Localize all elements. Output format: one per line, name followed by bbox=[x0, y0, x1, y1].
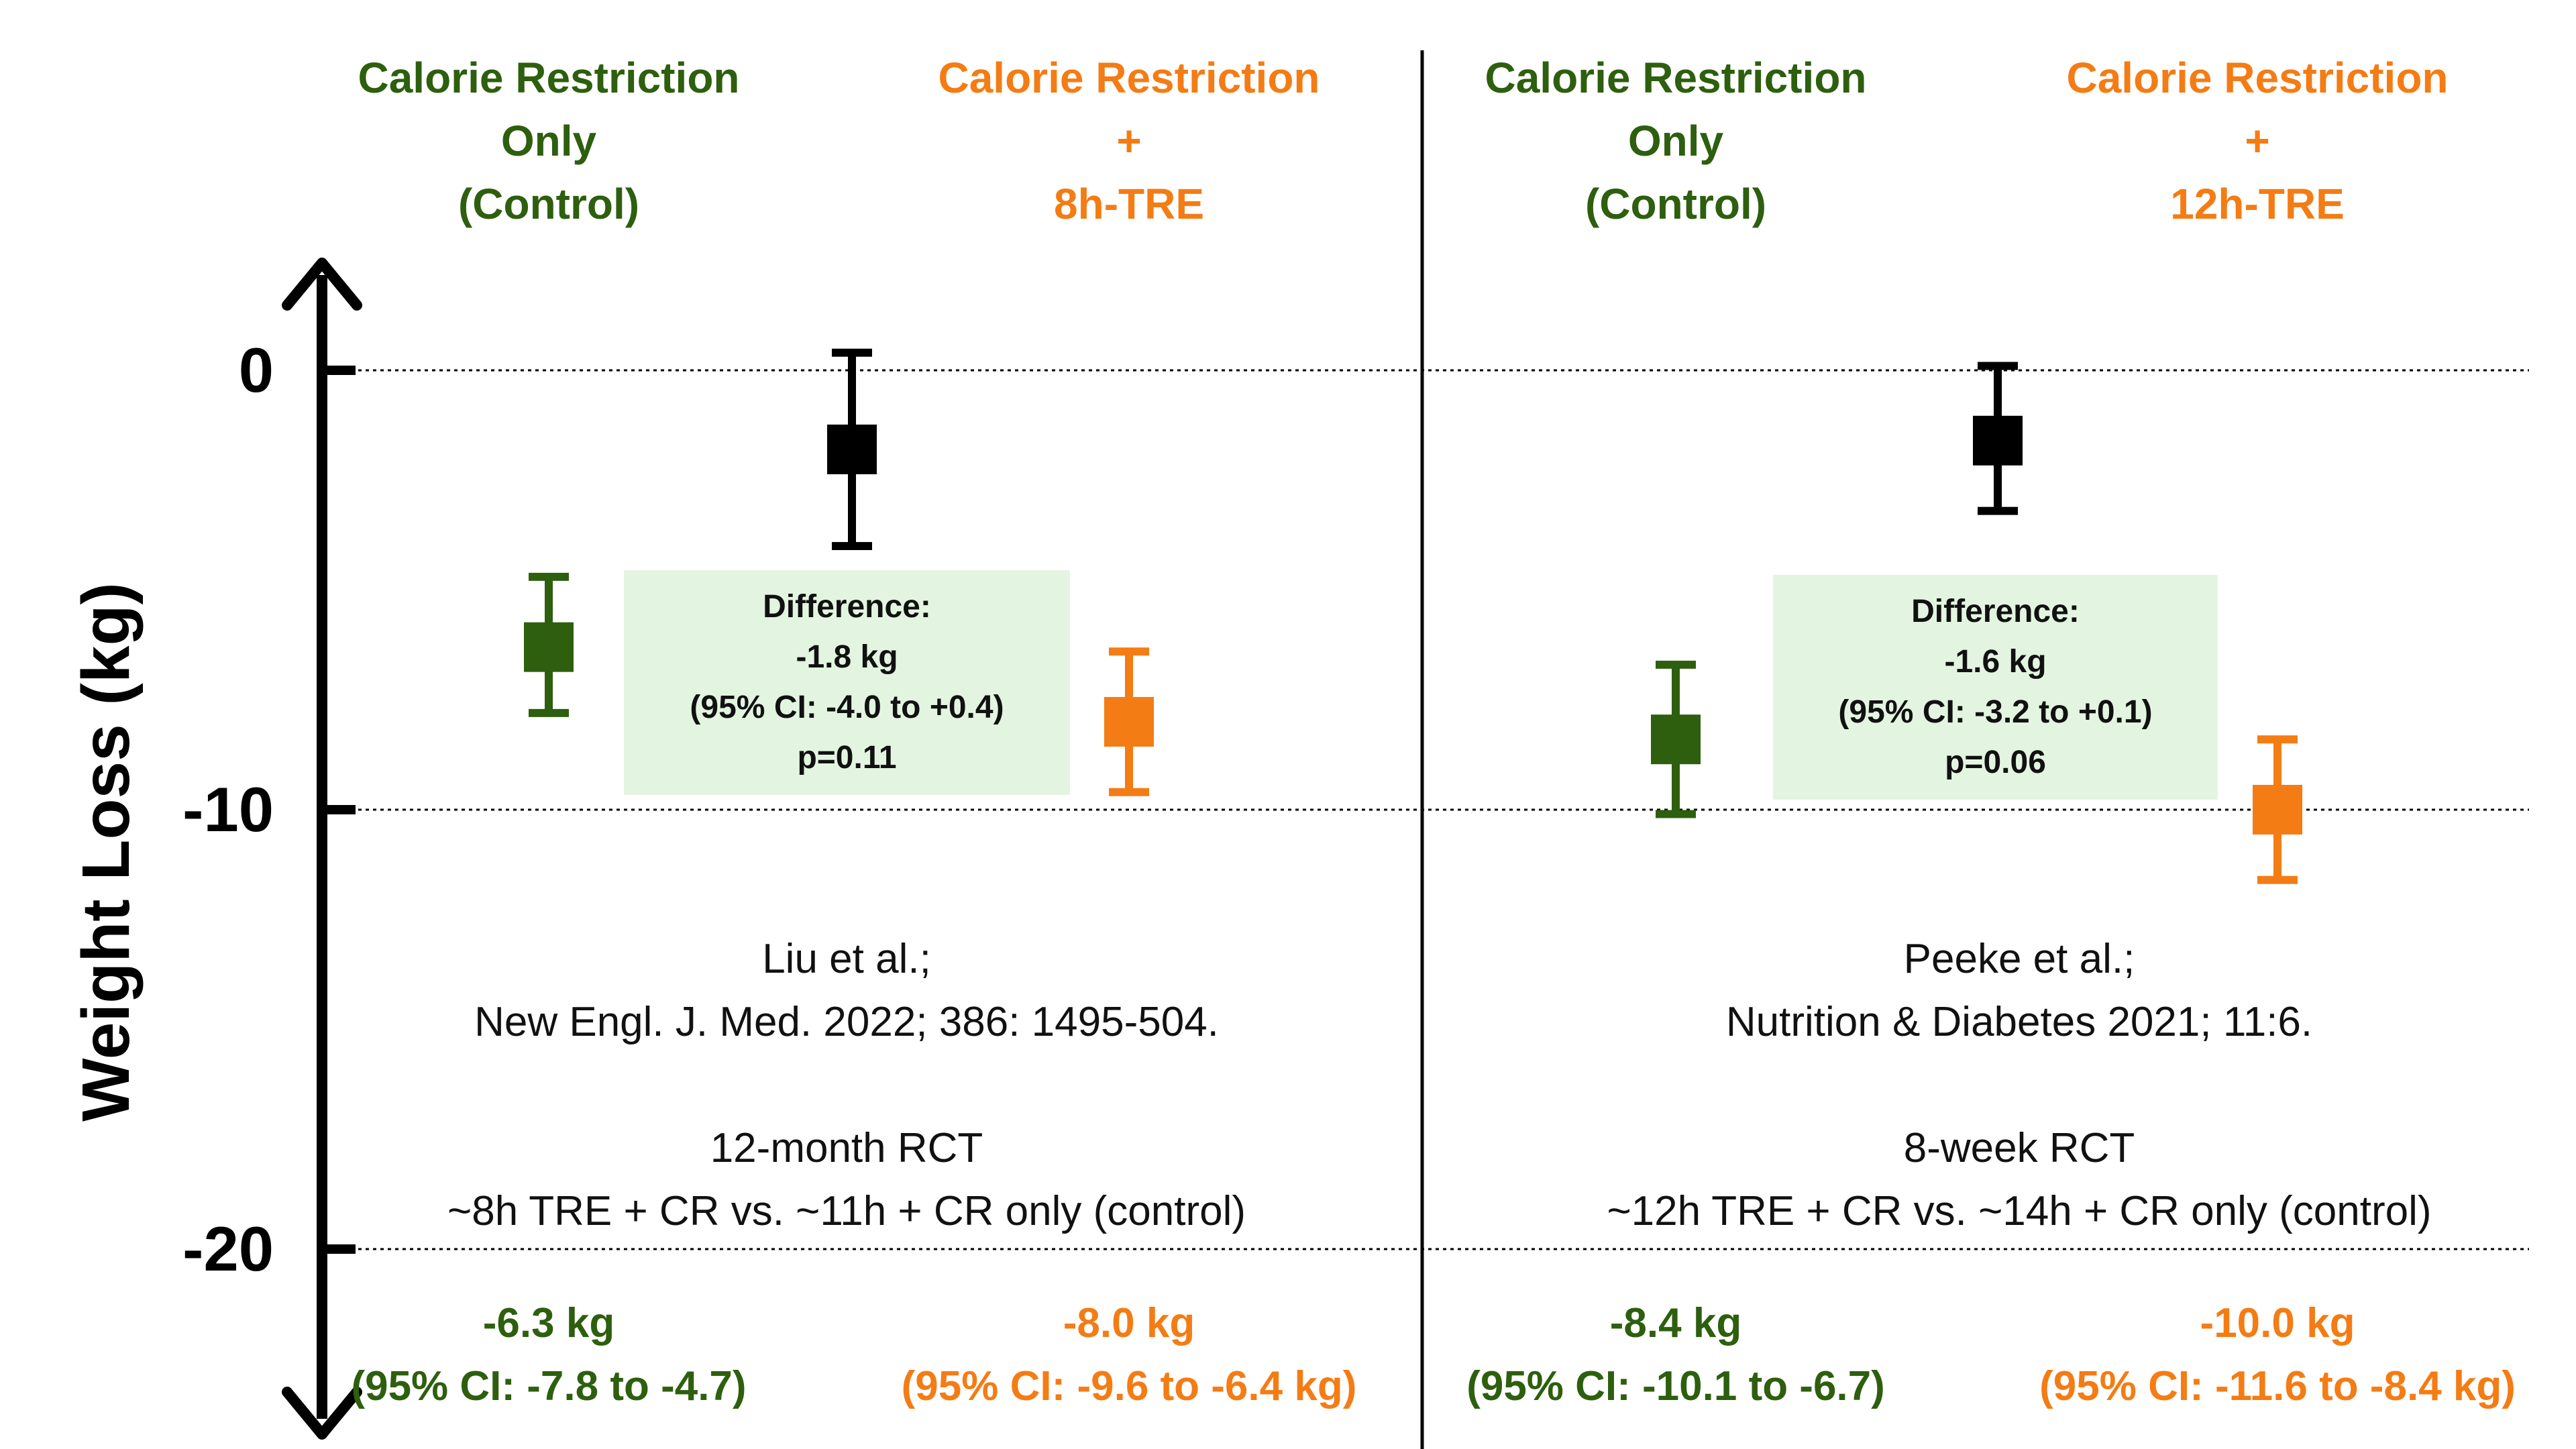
study-design-text: 8-week RCT bbox=[1904, 1125, 2135, 1171]
difference-text: (95% CI: -3.2 to +0.1) bbox=[1838, 694, 2152, 730]
y-axis-arrow-up bbox=[282, 258, 362, 311]
group-header-line: Calorie Restriction bbox=[2066, 54, 2448, 102]
data-point-control bbox=[524, 622, 574, 672]
y-tick-label: -20 bbox=[182, 1214, 274, 1284]
summary-text: -6.3 kg bbox=[483, 1300, 614, 1346]
group-header-line: Calorie Restriction bbox=[358, 54, 739, 102]
summary-text: -8.4 kg bbox=[1610, 1300, 1741, 1346]
difference-box bbox=[1773, 575, 2218, 800]
group-header-line: Only bbox=[501, 117, 597, 165]
group-header-line: + bbox=[2245, 117, 2269, 165]
difference-text: Difference: bbox=[1911, 594, 2080, 629]
difference-text: -1.8 kg bbox=[796, 639, 898, 675]
group-header-line: 8h-TRE bbox=[1054, 180, 1204, 228]
summary-text: -10.0 kg bbox=[2200, 1300, 2355, 1346]
difference-text: p=0.06 bbox=[1945, 745, 2046, 780]
data-point-tre bbox=[2253, 785, 2302, 835]
citation-text: Nutrition & Diabetes 2021; 11:6. bbox=[1726, 999, 2312, 1045]
citation-text: New Engl. J. Med. 2022; 386: 1495-504. bbox=[474, 999, 1219, 1045]
difference-box bbox=[624, 570, 1070, 795]
citation-text: Peeke et al.; bbox=[1904, 936, 2135, 982]
summary-text: (95% CI: -7.8 to -4.7) bbox=[351, 1363, 746, 1409]
difference-text: Difference: bbox=[763, 589, 931, 625]
group-header-line: (Control) bbox=[458, 180, 639, 228]
study-design-text: ~12h TRE + CR vs. ~14h + CR only (contro… bbox=[1607, 1188, 2431, 1234]
data-point-control bbox=[1651, 714, 1701, 765]
y-tick-label: -10 bbox=[182, 774, 274, 845]
summary-text: -8.0 kg bbox=[1063, 1300, 1195, 1346]
y-tick-label: 0 bbox=[239, 335, 274, 405]
study-design-text: ~8h TRE + CR vs. ~11h + CR only (control… bbox=[447, 1188, 1246, 1234]
summary-text: (95% CI: -11.6 to -8.4 kg) bbox=[2039, 1363, 2516, 1409]
citation-text: Liu et al.; bbox=[762, 936, 931, 982]
data-point-tre bbox=[1104, 697, 1154, 747]
data-point-difference bbox=[1973, 415, 2023, 466]
y-axis-title: Weight Loss (kg) bbox=[68, 582, 144, 1122]
y-axis-arrow-down bbox=[282, 1387, 362, 1440]
difference-text: -1.6 kg bbox=[1944, 644, 2046, 680]
difference-text: p=0.11 bbox=[797, 740, 896, 775]
group-header-line: Calorie Restriction bbox=[1485, 54, 1866, 102]
group-header-line: Calorie Restriction bbox=[938, 54, 1320, 102]
group-header-line: + bbox=[1116, 117, 1141, 165]
summary-text: (95% CI: -9.6 to -6.4 kg) bbox=[902, 1363, 1357, 1409]
study-design-text: 12-month RCT bbox=[710, 1125, 983, 1171]
summary-text: (95% CI: -10.1 to -6.7) bbox=[1466, 1363, 1885, 1409]
data-point-difference bbox=[827, 424, 877, 474]
group-header-line: Only bbox=[1628, 117, 1724, 165]
difference-text: (95% CI: -4.0 to +0.4) bbox=[690, 690, 1004, 725]
group-header-line: (Control) bbox=[1585, 180, 1766, 228]
group-header-line: 12h-TRE bbox=[2170, 180, 2345, 228]
